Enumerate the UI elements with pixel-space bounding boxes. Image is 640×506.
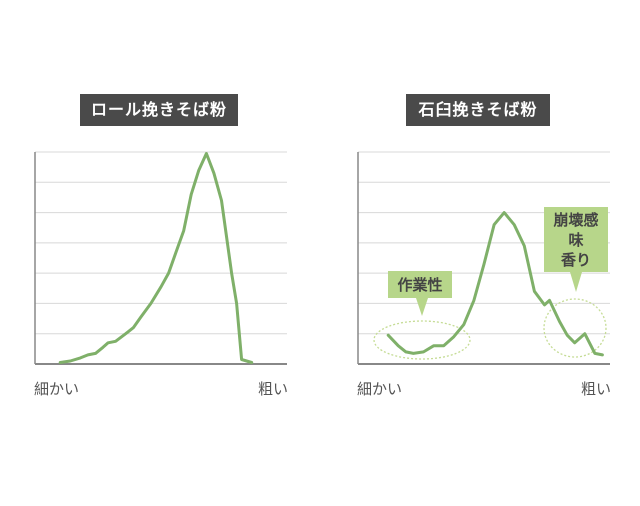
callout-texture-line-1: 崩壊感 <box>553 211 598 229</box>
right-xmax-label: 粗い <box>581 380 611 398</box>
left-series-line <box>58 152 254 364</box>
right-series-line <box>386 211 604 357</box>
right-xmin-label: 細かい <box>357 380 402 398</box>
left-xmax-label: 粗い <box>258 380 288 398</box>
callout-texture-box <box>544 207 608 272</box>
right-chart-title: 石臼挽きそば粉 <box>406 94 550 126</box>
callout-texture-pointer <box>570 272 582 292</box>
right-chart: 作業性 崩壊感 味 香り 細かい 粗い <box>357 151 611 398</box>
callout-workability-box <box>388 271 452 298</box>
left-xmin-label: 細かい <box>34 380 79 398</box>
callout-workability-pointer <box>416 298 428 316</box>
callout-texture-line-3: 香り <box>561 251 591 269</box>
workability-region-ellipse <box>373 320 471 360</box>
callout-texture: 崩壊感 味 香り <box>544 207 608 292</box>
callout-texture-line-2: 味 <box>568 231 583 249</box>
callout-workability: 作業性 <box>388 271 452 316</box>
left-gridlines <box>35 151 287 335</box>
callout-workability-label: 作業性 <box>397 276 442 294</box>
left-chart: 細かい 粗い <box>34 151 288 398</box>
left-chart-title: ロール挽きそば粉 <box>80 94 238 126</box>
texture-region-ellipse <box>543 298 607 358</box>
